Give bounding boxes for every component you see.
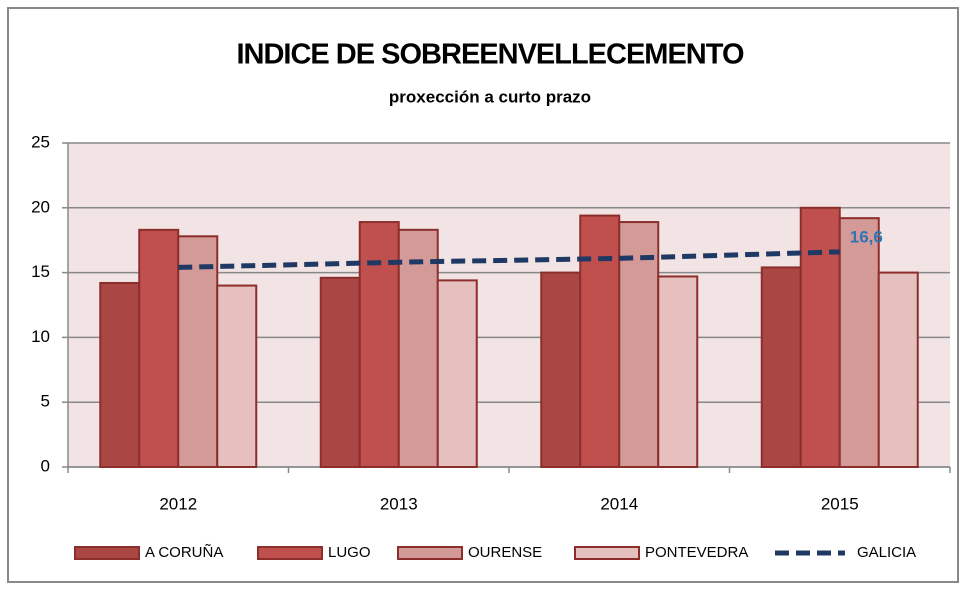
bar xyxy=(397,228,439,468)
bar xyxy=(358,221,400,468)
legend-label: OURENSE xyxy=(468,544,542,561)
legend-label: GALICIA xyxy=(857,544,916,561)
x-tick-label: 2012 xyxy=(159,494,197,513)
legend-swatch xyxy=(74,546,140,560)
bar xyxy=(579,214,621,468)
y-tick-label: 25 xyxy=(31,132,50,151)
bar xyxy=(760,266,802,468)
data-label: 16,6 xyxy=(850,227,883,246)
y-tick-label: 0 xyxy=(41,456,50,475)
bar xyxy=(799,206,841,469)
y-tick-label: 15 xyxy=(31,262,50,281)
legend-label: LUGO xyxy=(328,544,371,561)
chart-subtitle: proxección a curto prazo xyxy=(389,87,591,106)
x-tick-label: 2013 xyxy=(380,494,418,513)
x-tick-label: 2015 xyxy=(821,494,859,513)
bar xyxy=(216,284,258,468)
chart-title: INDICE DE SOBREENVELLECEMENTO xyxy=(236,39,743,71)
bar xyxy=(540,271,582,468)
legend-label: PONTEVEDRA xyxy=(645,544,748,561)
legend-swatch xyxy=(257,546,323,560)
bar xyxy=(618,221,660,468)
y-tick-label: 20 xyxy=(31,197,50,216)
bar xyxy=(436,279,478,468)
y-tick-label: 10 xyxy=(31,327,50,346)
bar xyxy=(99,281,141,468)
bar xyxy=(319,276,361,468)
x-tick-label: 2014 xyxy=(600,494,638,513)
y-tick-label: 5 xyxy=(41,392,50,411)
bar xyxy=(838,217,880,468)
legend-label: A CORUÑA xyxy=(145,544,223,561)
line-series xyxy=(178,249,840,270)
bar xyxy=(177,235,219,468)
bar xyxy=(657,275,699,468)
bar xyxy=(877,271,919,468)
legend-swatch xyxy=(397,546,463,560)
legend-swatch xyxy=(574,546,640,560)
bar xyxy=(138,228,180,468)
